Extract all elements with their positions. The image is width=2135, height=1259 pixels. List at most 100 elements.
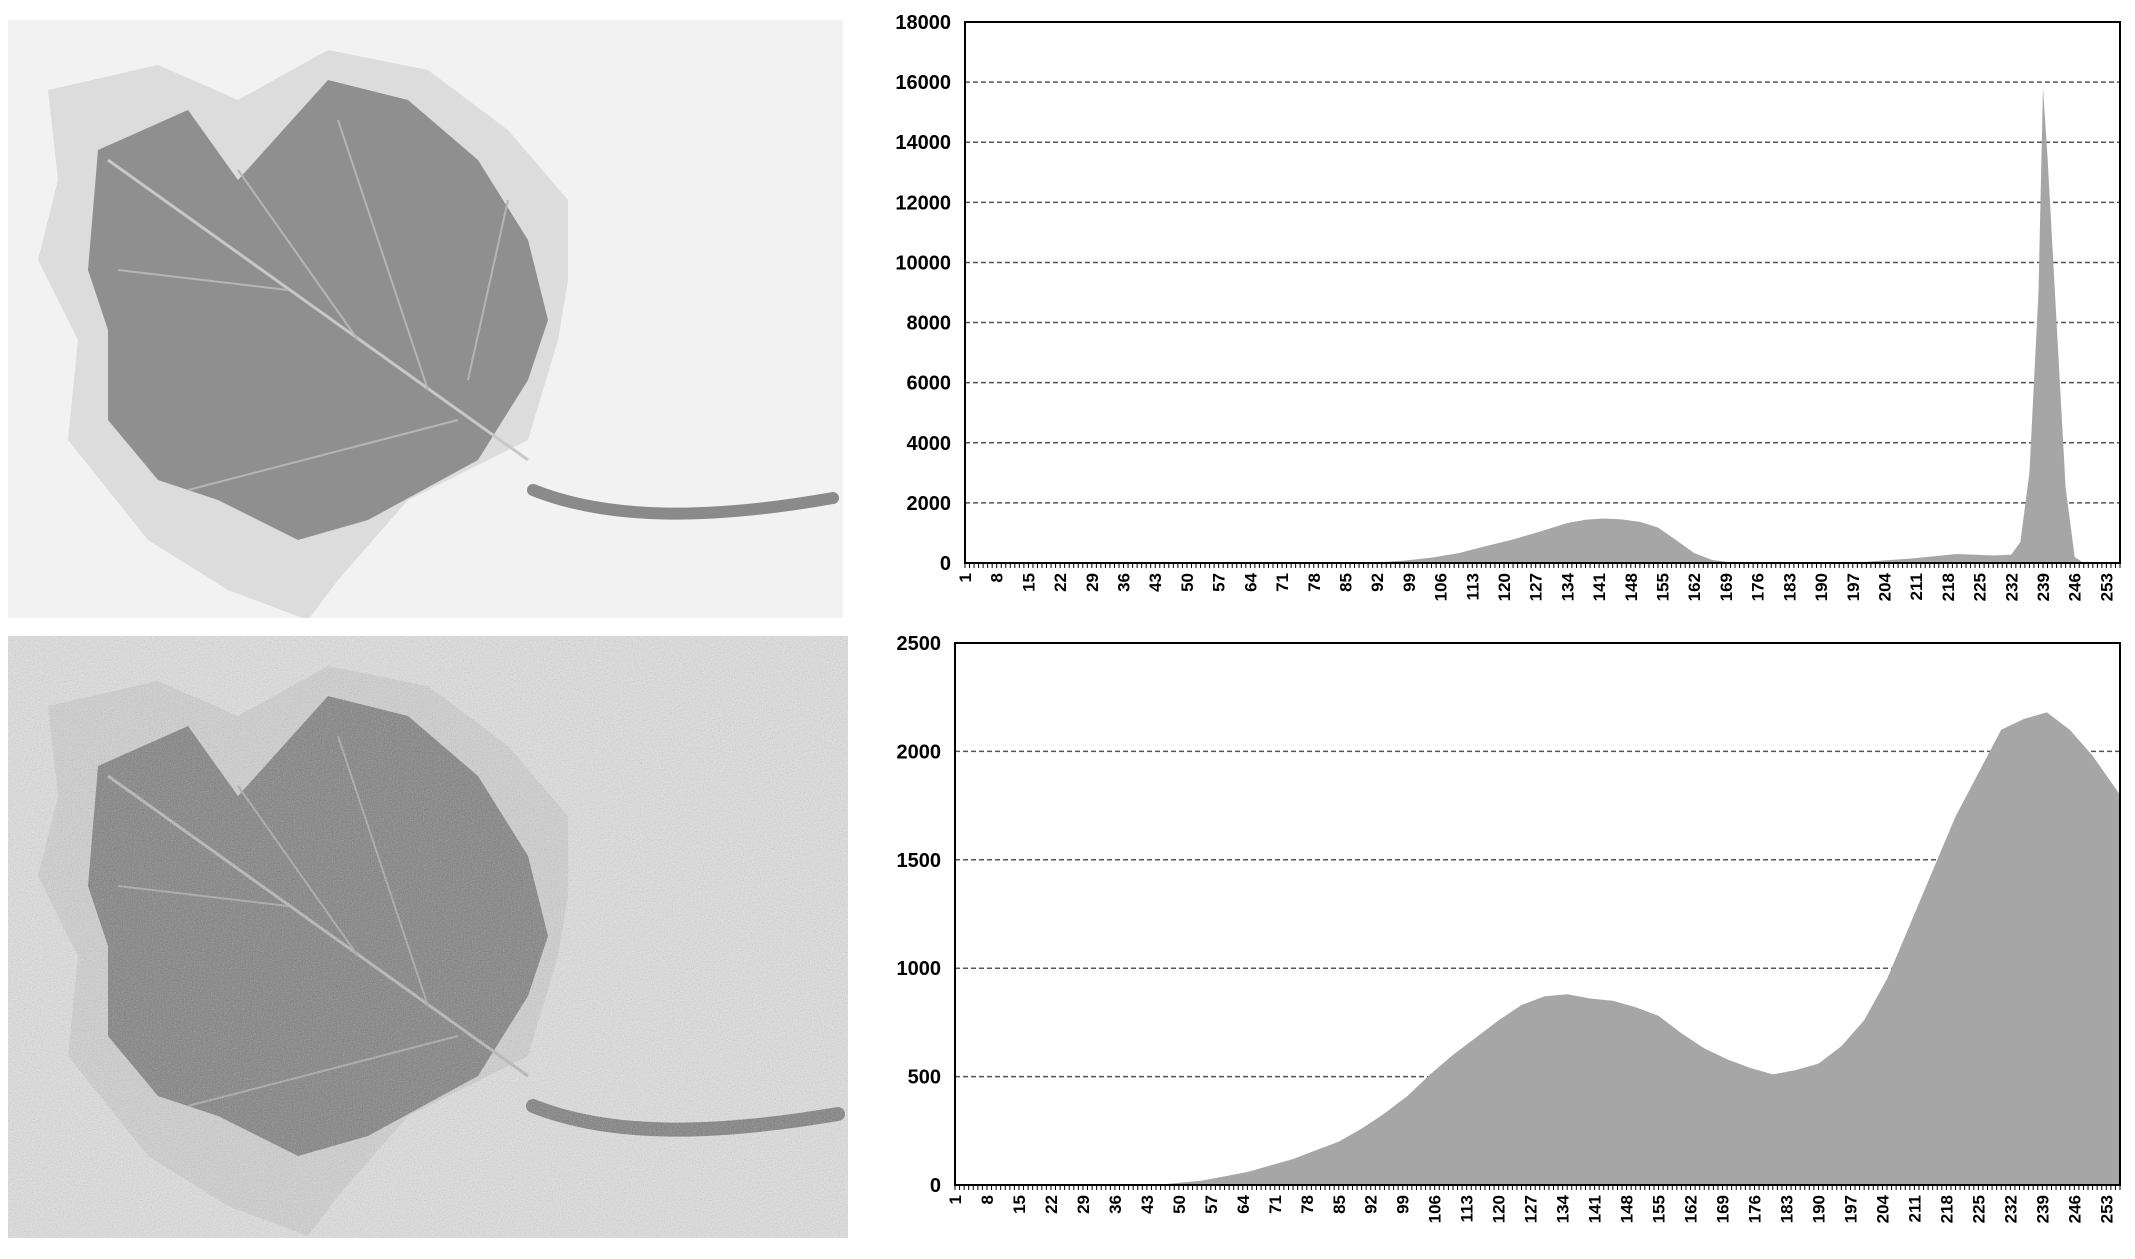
leaf-photo-original	[8, 20, 843, 618]
x-tick-label-24: 169	[1717, 573, 1736, 601]
x-tick-label-2: 15	[1019, 573, 1038, 592]
x-tick-label-6: 43	[1138, 1195, 1157, 1214]
plot-frame	[954, 642, 2121, 1186]
x-tick-label-34: 239	[2033, 1195, 2052, 1223]
histogram-area	[955, 712, 2120, 1185]
x-tick-label-6: 43	[1146, 573, 1165, 592]
x-tick-label-21: 148	[1618, 1195, 1637, 1223]
histogram-noisy-svg: 0 500 1000 1500 2000 2500 1 8 15 22 29 36 43 50 57 64 71…	[897, 633, 2121, 1223]
histogram-noisy: 0 500 1000 1500 2000 2500 1 8 15 22 29 36 43 50 57 64 71…	[850, 625, 2135, 1259]
x-tick-label-36: 253	[2097, 1195, 2116, 1223]
x-tick-label-17: 120	[1490, 1195, 1509, 1223]
x-tick-label-5: 36	[1115, 573, 1134, 592]
x-tick-label-28: 197	[1844, 573, 1863, 601]
x-tick-label-15: 106	[1426, 1195, 1445, 1223]
y-tick-label-7: 14000	[895, 132, 951, 154]
y-tick-label-0: 0	[940, 553, 951, 575]
histogram-original-svg: 0 2000 4000 6000 8000 10000 12000 14000 16000 180…	[895, 12, 2121, 601]
y-tick-label-3: 1500	[897, 850, 942, 872]
x-tick-label-29: 204	[1875, 572, 1894, 601]
x-tick-label-2: 15	[1010, 1195, 1029, 1214]
x-tick-label-27: 190	[1812, 573, 1831, 601]
x-tick-label-13: 92	[1368, 573, 1387, 592]
x-tick-label-10: 71	[1266, 1195, 1285, 1214]
x-tick-label-12: 85	[1336, 573, 1355, 592]
leaf-photo-noisy	[8, 636, 848, 1238]
x-tick-label-16: 113	[1463, 573, 1482, 600]
x-tick-label-30: 211	[1905, 1195, 1924, 1222]
x-tick-label-25: 176	[1746, 1195, 1765, 1223]
y-tick-label-0: 0	[930, 1175, 941, 1197]
x-tick-label-13: 92	[1362, 1195, 1381, 1214]
x-tick-label-16: 113	[1458, 1195, 1477, 1222]
x-tick-label-33: 232	[2002, 573, 2021, 601]
leaf-stem	[527, 484, 839, 520]
x-tick-label-3: 22	[1051, 573, 1070, 592]
x-tick-label-32: 225	[1971, 573, 1990, 601]
x-tick-label-18: 127	[1527, 573, 1546, 601]
x-tick-label-23: 162	[1682, 1195, 1701, 1223]
histogram-original: 0 2000 4000 6000 8000 10000 12000 14000 16000 180…	[850, 0, 2135, 625]
x-tick-label-17: 120	[1495, 573, 1514, 601]
x-tick-label-10: 71	[1273, 573, 1292, 592]
x-tick-label-32: 225	[1969, 1195, 1988, 1223]
x-tick-label-19: 134	[1558, 572, 1577, 601]
x-tick-label-14: 99	[1394, 1195, 1413, 1214]
x-tick-label-33: 232	[2001, 1195, 2020, 1223]
histogram-area	[965, 88, 2120, 563]
x-tick-label-9: 64	[1234, 1194, 1253, 1213]
x-tick-label-29: 204	[1873, 1194, 1892, 1223]
x-tick-label-0: 1	[956, 573, 975, 582]
x-tick-label-22: 155	[1650, 1195, 1669, 1223]
y-tick-label-2: 4000	[907, 433, 952, 455]
x-tick-label-19: 134	[1554, 1194, 1573, 1223]
leaf-vein-main	[107, 158, 529, 462]
x-tick-label-27: 190	[1809, 1195, 1828, 1223]
x-tick-label-31: 218	[1937, 1195, 1956, 1223]
x-tick-label-4: 29	[1074, 1195, 1093, 1214]
x-tick-label-8: 57	[1202, 1195, 1221, 1214]
x-tick-label-28: 197	[1841, 1195, 1860, 1223]
x-tick-label-23: 162	[1685, 573, 1704, 601]
x-tick-label-8: 57	[1210, 573, 1229, 592]
x-tick-label-24: 169	[1714, 1195, 1733, 1223]
x-tick-label-34: 239	[2034, 573, 2053, 601]
x-tick-label-5: 36	[1106, 1195, 1125, 1214]
y-tick-label-2: 1000	[897, 958, 942, 980]
x-tick-label-31: 218	[1939, 573, 1958, 601]
y-tick-label-8: 16000	[895, 72, 951, 94]
x-tick-label-35: 246	[2066, 573, 2085, 601]
x-tick-label-0: 1	[946, 1195, 965, 1204]
x-tick-label-14: 99	[1400, 573, 1419, 592]
leaf-vein	[117, 119, 509, 491]
y-tick-label-1: 2000	[907, 493, 952, 515]
x-tick-label-11: 78	[1298, 1195, 1317, 1214]
x-tick-label-1: 8	[978, 1195, 997, 1204]
y-tick-label-9: 18000	[895, 12, 951, 34]
x-tick-label-1: 8	[988, 573, 1007, 582]
x-tick-label-36: 253	[2097, 573, 2116, 601]
y-tick-label-5: 2500	[897, 633, 942, 655]
x-tick-label-7: 50	[1178, 573, 1197, 592]
x-tick-label-30: 211	[1907, 573, 1926, 600]
y-tick-label-4: 2000	[897, 741, 942, 763]
x-tick-label-7: 50	[1170, 1195, 1189, 1214]
x-tick-label-4: 29	[1083, 573, 1102, 592]
x-tick-label-26: 183	[1777, 1195, 1796, 1223]
y-tick-label-3: 6000	[907, 373, 952, 395]
x-tick-label-26: 183	[1780, 573, 1799, 601]
x-tick-label-20: 141	[1590, 573, 1609, 601]
x-tick-label-18: 127	[1522, 1195, 1541, 1223]
x-tick-label-21: 148	[1622, 573, 1641, 601]
y-tick-label-4: 8000	[907, 313, 952, 335]
y-tick-label-6: 12000	[895, 192, 951, 214]
x-tick-label-25: 176	[1749, 573, 1768, 601]
x-tick-label-20: 141	[1586, 1195, 1605, 1223]
x-tick-label-3: 22	[1042, 1195, 1061, 1214]
x-tick-label-22: 155	[1654, 573, 1673, 601]
x-tick-label-15: 106	[1432, 573, 1451, 601]
x-tick-label-9: 64	[1241, 572, 1260, 591]
y-tick-label-1: 500	[908, 1067, 941, 1089]
plot-frame	[964, 21, 2121, 564]
x-tick-label-35: 246	[2065, 1195, 2084, 1223]
